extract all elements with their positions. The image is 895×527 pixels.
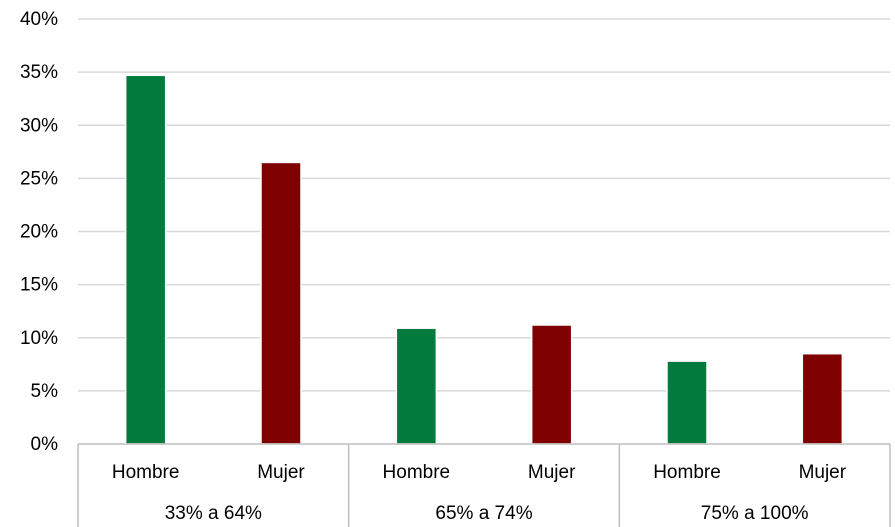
bar-hombre	[124, 74, 167, 445]
bars	[124, 74, 844, 445]
group-label: 65% a 74%	[435, 503, 532, 524]
category-label: Hombre	[383, 462, 451, 483]
y-tick-label: 35%	[20, 62, 58, 83]
gridlines	[78, 18, 890, 392]
group-label: 33% a 64%	[165, 503, 262, 524]
bar-mujer	[260, 161, 302, 445]
category-label: Mujer	[799, 462, 847, 483]
bar-hombre	[666, 360, 708, 445]
category-label: Mujer	[528, 462, 576, 483]
y-tick-label: 25%	[20, 168, 58, 189]
y-tick-label: 0%	[31, 434, 59, 455]
category-axis: Hombre Mujer 33% a 64% Hombre Mujer 65% a 74%…	[77, 443, 891, 527]
group-label: 75% a 100%	[701, 503, 809, 524]
y-tick-label: 40%	[20, 9, 58, 30]
y-tick-label: 20%	[20, 222, 58, 243]
category-label: Mujer	[257, 462, 305, 483]
y-tick-label: 30%	[20, 115, 58, 136]
category-label: Hombre	[112, 462, 180, 483]
y-tick-label: 15%	[20, 275, 58, 296]
y-tick-label: 5%	[31, 381, 59, 402]
bar-mujer	[530, 324, 573, 445]
bar-mujer	[801, 352, 844, 445]
y-axis-tick-labels: 0% 5% 10% 15% 20% 25% 30% 35% 40%	[20, 9, 58, 455]
category-label: Hombre	[653, 462, 721, 483]
bar-hombre	[395, 327, 438, 445]
y-tick-label: 10%	[20, 328, 58, 349]
